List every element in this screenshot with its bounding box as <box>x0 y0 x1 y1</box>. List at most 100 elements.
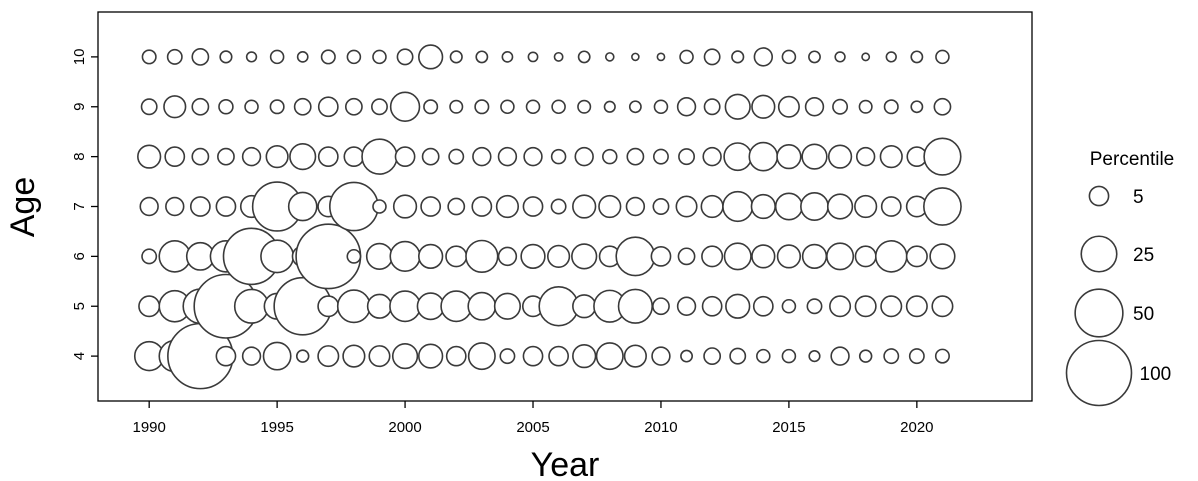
bubble-age-7-year-2012 <box>700 194 724 219</box>
bubble-age-6-year-2017 <box>826 242 855 271</box>
x-tick-label: 2000 <box>388 419 421 436</box>
bubble-age-4-year-2005 <box>522 345 544 367</box>
bubble-age-9-year-2011 <box>676 97 697 117</box>
bubble-age-8-year-2017 <box>827 144 853 169</box>
bubble-age-9-year-2019 <box>883 99 899 115</box>
bubble-age-6-year-2019 <box>874 240 908 273</box>
bubble-age-5-year-2004 <box>493 292 522 320</box>
bubble-age-9-year-1990 <box>140 98 158 116</box>
bubble-age-6-year-2018 <box>854 245 877 268</box>
bubble-age-5-year-2012 <box>701 295 723 317</box>
bubble-age-6-year-1995 <box>260 239 295 274</box>
bubble-age-9-year-1993 <box>218 98 234 115</box>
bubble-age-7-year-2021 <box>923 187 962 226</box>
bubble-age-6-year-2020 <box>905 245 928 268</box>
bubble-age-8-year-2002 <box>448 148 465 165</box>
bubble-age-4-year-2011 <box>680 349 693 363</box>
x-tick-label: 1995 <box>260 419 293 436</box>
bubble-age-10-year-2011 <box>679 49 694 65</box>
y-tick-label: 7 <box>71 202 88 210</box>
bubble-age-9-year-2021 <box>933 97 952 116</box>
bubble-age-9-year-2000 <box>389 91 421 122</box>
y-tick-label: 6 <box>71 252 88 260</box>
x-tick-label: 2020 <box>900 419 933 436</box>
bubble-age-4-year-2012 <box>703 347 722 366</box>
x-tick-label: 2010 <box>644 419 677 436</box>
bubble-age-6-year-2016 <box>801 243 828 270</box>
bubble-age-4-year-2008 <box>595 342 624 371</box>
bubble-age-7-year-2014 <box>750 193 776 220</box>
bubble-age-10-year-2008 <box>604 52 615 62</box>
bubble-age-9-year-1991 <box>163 95 187 119</box>
y-axis-title: Age <box>4 177 42 238</box>
bubble-age-9-year-2015 <box>777 95 800 118</box>
bubble-age-7-year-2015 <box>774 192 803 221</box>
x-tick-label: 2005 <box>516 419 549 436</box>
bubble-age-9-year-2020 <box>910 100 924 114</box>
bubble-age-5-year-2019 <box>880 295 903 318</box>
bubble-age-7-year-2000 <box>392 194 418 219</box>
bubble-age-10-year-2002 <box>449 50 463 64</box>
bubble-age-8-year-2012 <box>702 146 722 167</box>
bubble-age-5-year-2002 <box>440 290 473 323</box>
bubble-age-8-year-2010 <box>652 148 669 165</box>
bubble-age-9-year-2001 <box>423 99 439 115</box>
bubble-age-10-year-2014 <box>753 47 774 67</box>
bubble-age-4-year-2010 <box>651 346 671 366</box>
bubble-age-8-year-2001 <box>421 147 440 166</box>
bubble-age-6-year-2005 <box>520 243 546 270</box>
bubble-age-10-year-2005 <box>527 51 539 63</box>
bubble-age-10-year-2006 <box>553 51 564 62</box>
bubble-age-6-year-2021 <box>929 243 956 270</box>
bubble-age-5-year-2011 <box>676 296 697 316</box>
bubble-age-7-year-1999 <box>372 199 387 214</box>
bubble-age-6-year-2011 <box>677 247 696 266</box>
bubble-age-5-year-2009 <box>617 288 654 324</box>
bubble-age-5-year-2003 <box>467 291 497 321</box>
bubble-age-4-year-2017 <box>830 346 850 366</box>
bubble-age-4-year-2021 <box>934 348 950 364</box>
y-tick-label: 4 <box>71 352 88 360</box>
bubble-age-9-year-2018 <box>858 99 873 114</box>
bubble-age-10-year-2020 <box>910 50 924 64</box>
bubble-age-4-year-2006 <box>548 345 570 367</box>
bubble-age-4-year-2000 <box>391 342 419 370</box>
bubble-age-8-year-2003 <box>472 146 492 167</box>
bubble-age-8-year-1991 <box>164 146 186 168</box>
bubble-age-9-year-2010 <box>653 99 669 115</box>
bubble-age-4-year-1998 <box>342 344 366 368</box>
bubble-age-6-year-2007 <box>571 243 598 270</box>
bubble-age-9-year-2014 <box>751 94 776 119</box>
x-tick-label: 1990 <box>132 419 165 436</box>
bubble-age-8-year-2007 <box>574 146 594 167</box>
bubble-age-5-year-2014 <box>752 295 774 317</box>
bubble-age-7-year-2002 <box>447 197 466 216</box>
bubble-age-10-year-2019 <box>885 51 897 63</box>
bubble-age-6-year-2015 <box>776 244 802 269</box>
bubble-age-5-year-1998 <box>336 289 371 324</box>
bubble-age-4-year-2019 <box>883 348 900 365</box>
bubble-age-6-year-1990 <box>141 248 158 265</box>
bubble-age-10-year-1998 <box>346 49 362 65</box>
bubble-age-8-year-2015 <box>776 143 802 170</box>
bubble-age-6-year-1991 <box>158 240 192 273</box>
bubble-age-5-year-2016 <box>806 298 823 315</box>
bubble-age-4-year-1993 <box>215 345 237 367</box>
bubble-age-10-year-2003 <box>475 50 489 64</box>
bubble-age-10-year-1995 <box>269 49 285 65</box>
bubble-age-10-year-2013 <box>731 50 745 64</box>
bubble-age-8-year-1990 <box>137 144 162 169</box>
bubble-age-9-year-1998 <box>344 97 363 116</box>
bubble-age-9-year-2016 <box>804 97 825 117</box>
legend-label-5: 5 <box>1133 187 1144 208</box>
bubble-age-8-year-1992 <box>191 147 210 166</box>
bubble-age-4-year-1994 <box>241 346 262 366</box>
bubble-age-8-year-2016 <box>801 143 828 170</box>
bubble-age-7-year-1990 <box>139 196 159 217</box>
bubble-age-7-year-2010 <box>652 198 670 215</box>
bubble-age-8-year-2009 <box>626 147 645 166</box>
x-tick-label: 2015 <box>772 419 805 436</box>
bubble-age-7-year-2013 <box>722 190 754 223</box>
bubble-age-6-year-2002 <box>445 245 468 268</box>
bubble-age-8-year-2000 <box>394 146 416 168</box>
